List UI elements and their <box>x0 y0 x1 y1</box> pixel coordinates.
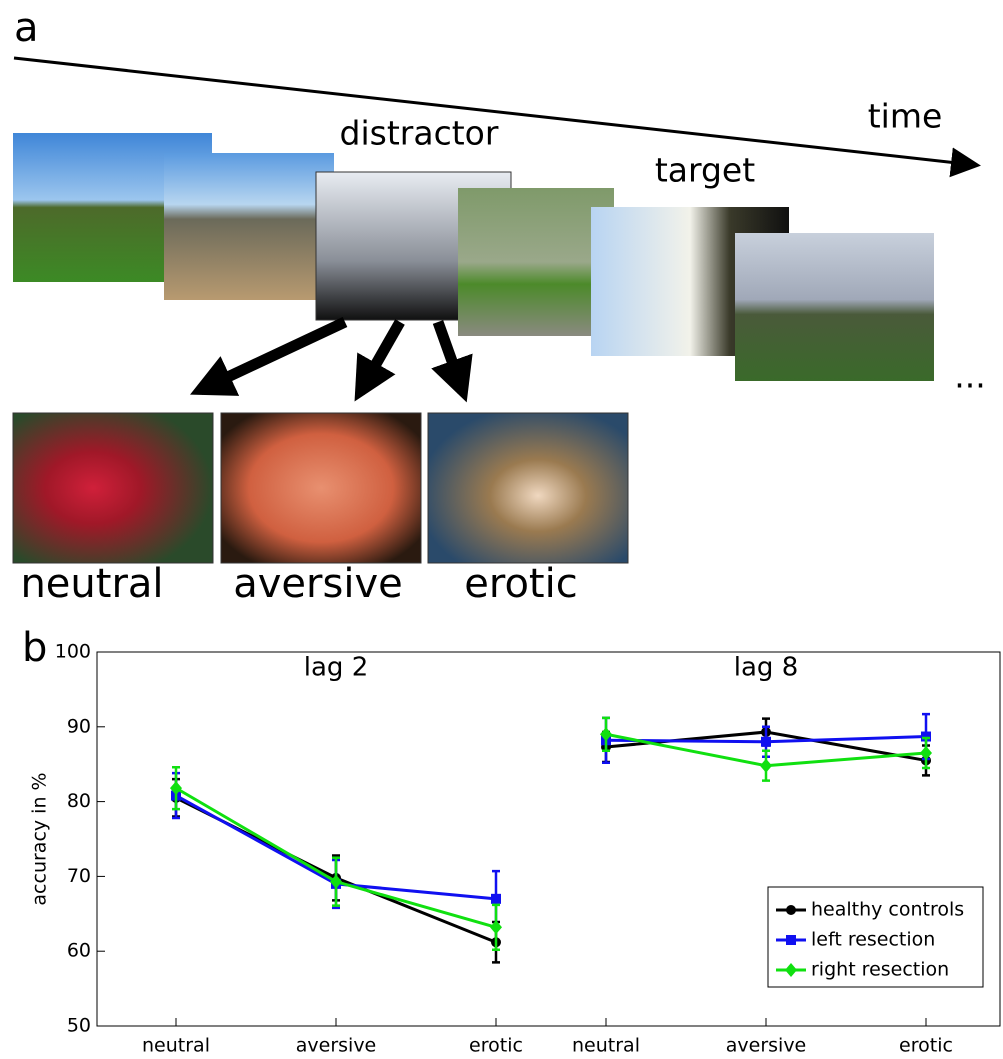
arrow <box>190 317 348 396</box>
x-tick-label: erotic <box>899 1035 953 1057</box>
marker <box>786 905 796 915</box>
marker <box>760 758 772 773</box>
group-title: lag 8 <box>734 653 798 683</box>
legend-label: left resection <box>811 929 935 951</box>
distractor-type: neutral <box>20 561 163 607</box>
distractor-type: erotic <box>464 561 577 607</box>
marker <box>490 920 502 935</box>
x-tick-label: aversive <box>296 1035 377 1057</box>
panel-label: b <box>22 625 47 671</box>
marker <box>600 727 612 742</box>
x-tick-label: neutral <box>572 1035 640 1057</box>
marker <box>786 935 796 945</box>
y-tick-label: 70 <box>67 865 91 887</box>
arrow <box>354 319 405 402</box>
marker <box>785 963 797 977</box>
x-tick-label: neutral <box>142 1035 210 1057</box>
marker <box>170 781 182 796</box>
marker <box>920 745 932 760</box>
y-tick-label: 80 <box>67 790 91 812</box>
aversive-photo <box>220 412 422 564</box>
marker <box>491 893 501 904</box>
time-arrow <box>13 56 981 178</box>
panel-b: b accuracy in % 50 60 70 80 90 100 neutral aver… <box>22 625 1001 1057</box>
marker <box>921 731 931 742</box>
legend-label: healthy controls <box>811 899 964 921</box>
legend-label: right resection <box>811 959 949 981</box>
arrow <box>431 320 473 403</box>
marker <box>761 736 771 747</box>
y-tick-label: 60 <box>67 940 91 962</box>
photo <box>458 188 614 336</box>
legend: healthy controls left resection right rese… <box>767 886 984 988</box>
x-tick-label: aversive <box>726 1035 807 1057</box>
time-label: time <box>868 97 943 136</box>
distractor-type: aversive <box>233 561 402 607</box>
photo <box>164 153 334 300</box>
y-tick-label: 50 <box>67 1015 91 1037</box>
erotic-photo <box>427 412 629 564</box>
marker <box>330 874 342 889</box>
x-tick-label: erotic <box>469 1035 523 1057</box>
y-tick-label: 100 <box>55 641 91 663</box>
panel-a: a time distractor target ... neutral ave… <box>12 5 986 607</box>
distractor-label: distractor <box>340 114 499 153</box>
neutral-photo <box>12 412 214 564</box>
group-title: lag 2 <box>304 653 368 683</box>
target-label: target <box>655 151 755 190</box>
panel-label: a <box>14 5 39 51</box>
y-tick-label: 90 <box>67 715 91 737</box>
photo <box>735 233 934 381</box>
plot-frame <box>96 651 1001 1027</box>
y-axis-label: accuracy in % <box>29 772 51 905</box>
ellipsis: ... <box>954 357 985 396</box>
